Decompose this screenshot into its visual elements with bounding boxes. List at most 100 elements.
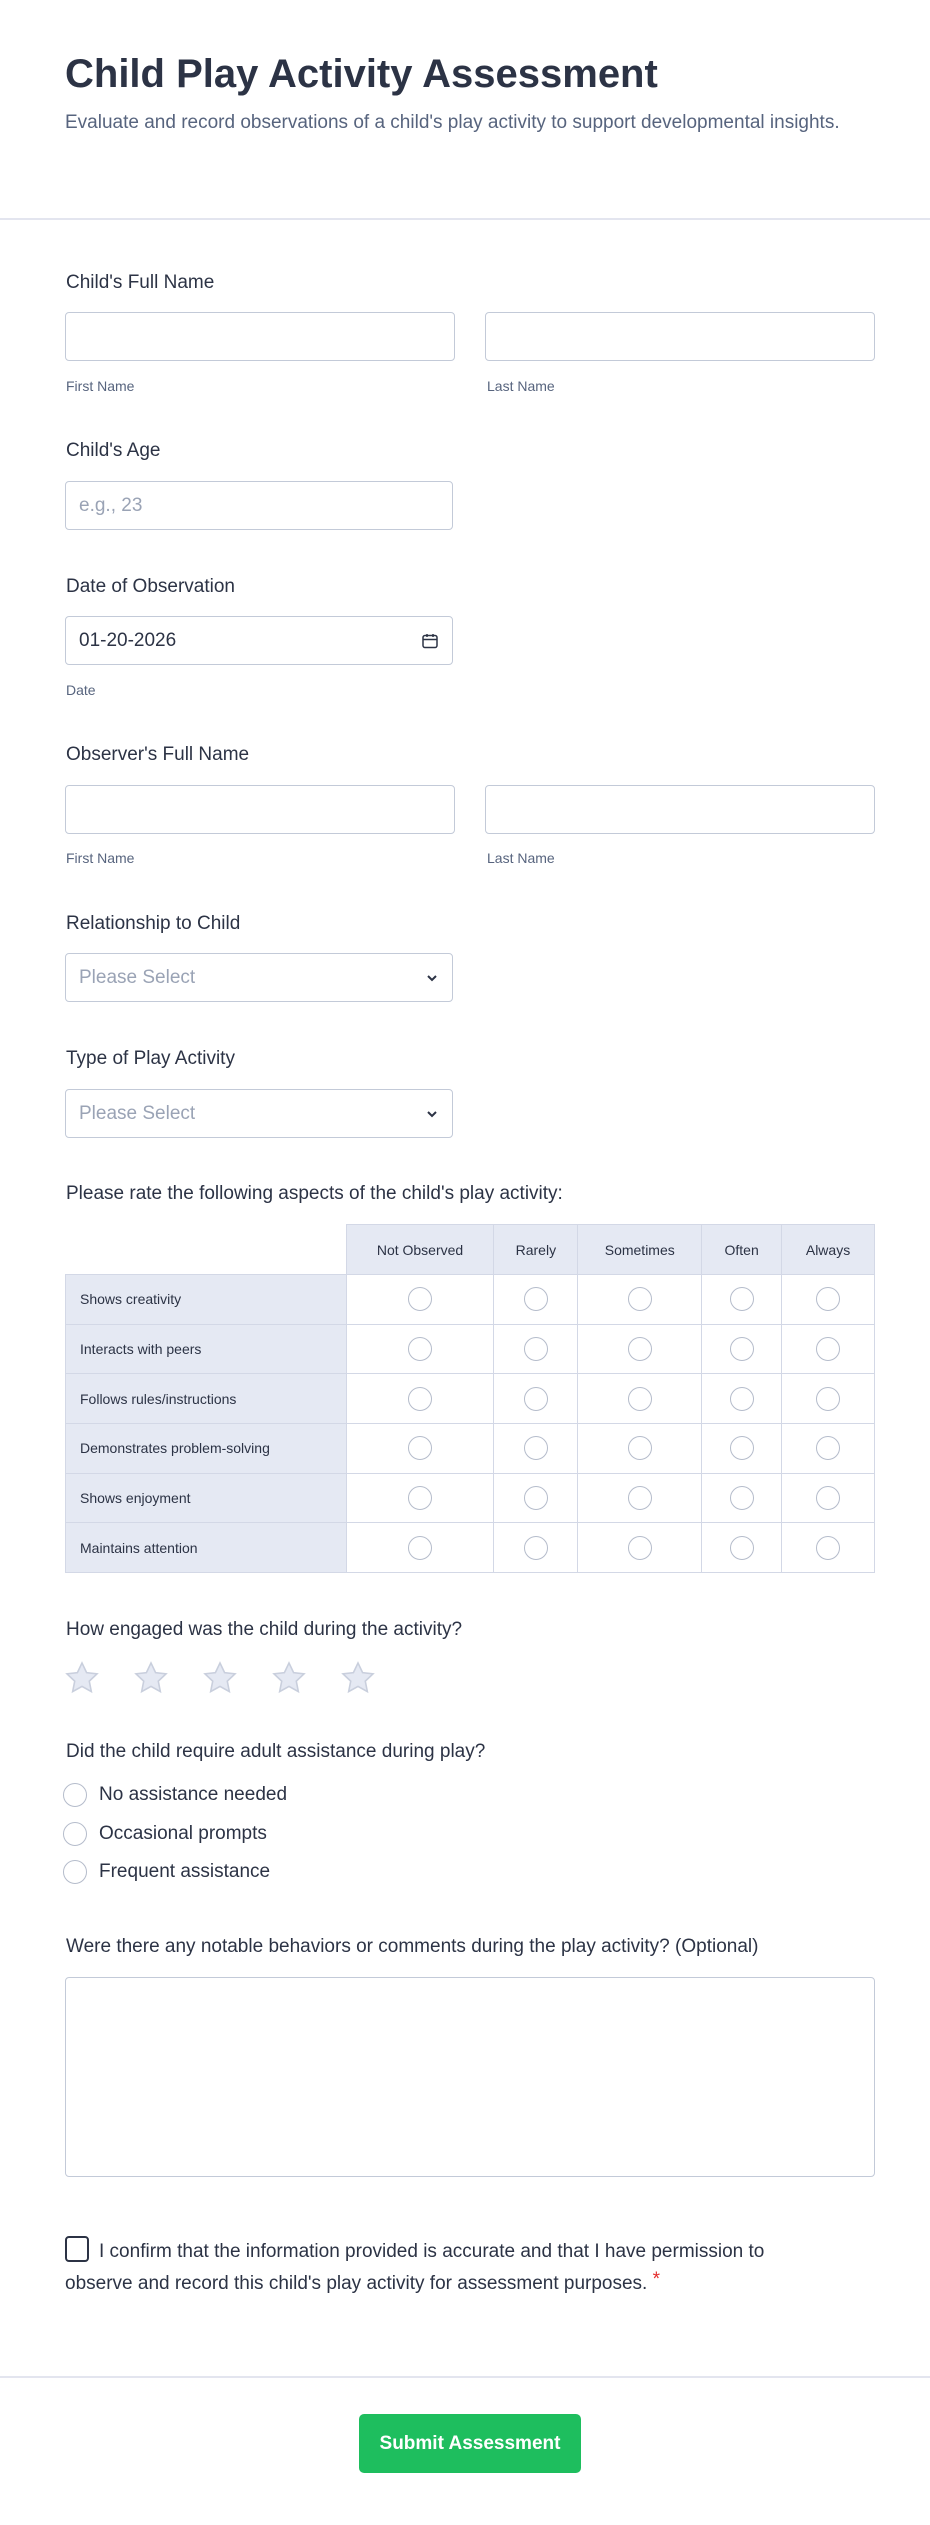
assistance-option[interactable]: Frequent assistance bbox=[63, 1860, 270, 1884]
child-last-name-input[interactable] bbox=[485, 312, 875, 361]
matrix-radio[interactable] bbox=[523, 1436, 548, 1461]
matrix-cell bbox=[781, 1423, 875, 1474]
star-icon[interactable] bbox=[201, 1659, 239, 1697]
observer-last-name-input[interactable] bbox=[485, 785, 875, 834]
matrix-radio[interactable] bbox=[408, 1287, 433, 1312]
chevron-down-icon bbox=[427, 1110, 437, 1117]
matrix-cell bbox=[345, 1323, 495, 1375]
matrix-cell bbox=[701, 1472, 783, 1524]
star-icon[interactable] bbox=[339, 1659, 377, 1697]
play-type-select[interactable]: Please Select bbox=[65, 1089, 453, 1138]
observer-first-name-input[interactable] bbox=[65, 785, 455, 834]
child-name-label: Child's Full Name bbox=[66, 272, 215, 293]
consent-checkbox[interactable] bbox=[65, 2236, 89, 2262]
matrix-cell bbox=[345, 1423, 495, 1474]
star-icon[interactable] bbox=[132, 1659, 170, 1697]
matrix-cell bbox=[577, 1522, 703, 1574]
star-icon[interactable] bbox=[63, 1659, 101, 1697]
engagement-label: How engaged was the child during the act… bbox=[66, 1619, 463, 1640]
matrix-radio[interactable] bbox=[729, 1337, 754, 1362]
date-input[interactable]: 01-20-2026 bbox=[65, 616, 453, 665]
matrix-row: Shows creativity bbox=[65, 1274, 875, 1325]
matrix-row-label: Interacts with peers bbox=[65, 1323, 347, 1375]
matrix-radio[interactable] bbox=[627, 1486, 652, 1511]
matrix-column-header: Rarely bbox=[493, 1224, 579, 1275]
matrix-cell bbox=[701, 1323, 783, 1375]
assistance-radio[interactable] bbox=[63, 1821, 87, 1846]
assistance-radio[interactable] bbox=[63, 1783, 87, 1807]
matrix-cell bbox=[701, 1522, 783, 1574]
relationship-select[interactable]: Please Select bbox=[65, 953, 453, 1002]
child-age-label: Child's Age bbox=[66, 440, 161, 461]
matrix-cell bbox=[345, 1522, 495, 1574]
matrix-cell bbox=[493, 1423, 579, 1474]
observer-name-label: Observer's Full Name bbox=[66, 744, 250, 765]
calendar-icon[interactable] bbox=[421, 632, 439, 650]
matrix-row-label: Shows enjoyment bbox=[65, 1472, 347, 1524]
matrix-cell bbox=[493, 1274, 579, 1325]
matrix-radio[interactable] bbox=[729, 1386, 754, 1411]
matrix-radio[interactable] bbox=[523, 1337, 548, 1362]
header-divider bbox=[0, 218, 930, 220]
matrix-row: Maintains attention bbox=[65, 1522, 875, 1574]
matrix-cell bbox=[577, 1472, 703, 1524]
assistance-radio[interactable] bbox=[63, 1860, 87, 1884]
matrix-radio[interactable] bbox=[816, 1535, 841, 1560]
matrix-radio[interactable] bbox=[523, 1486, 548, 1511]
submit-button[interactable]: Submit Assessment bbox=[359, 2414, 581, 2473]
matrix-radio[interactable] bbox=[729, 1287, 754, 1312]
comments-textarea[interactable] bbox=[65, 1977, 875, 2177]
matrix-radio[interactable] bbox=[627, 1436, 652, 1461]
matrix-radio[interactable] bbox=[627, 1337, 652, 1362]
matrix-cell bbox=[781, 1522, 875, 1574]
matrix-radio[interactable] bbox=[408, 1386, 433, 1411]
matrix-radio[interactable] bbox=[408, 1535, 433, 1560]
matrix-radio[interactable] bbox=[627, 1386, 652, 1411]
matrix-radio[interactable] bbox=[816, 1287, 841, 1312]
matrix-radio[interactable] bbox=[523, 1287, 548, 1312]
matrix-column-header: Sometimes bbox=[577, 1224, 703, 1275]
matrix-cell bbox=[493, 1522, 579, 1574]
matrix-radio[interactable] bbox=[816, 1337, 841, 1362]
matrix-cell bbox=[781, 1274, 875, 1325]
child-last-name-sublabel: Last Name bbox=[487, 378, 555, 394]
matrix-radio[interactable] bbox=[408, 1337, 433, 1362]
relationship-label: Relationship to Child bbox=[66, 913, 241, 934]
page-description: Evaluate and record observations of a ch… bbox=[65, 112, 840, 133]
matrix-cell bbox=[345, 1373, 495, 1425]
matrix-radio[interactable] bbox=[408, 1486, 433, 1511]
date-value: 01-20-2026 bbox=[79, 629, 177, 651]
matrix-cell bbox=[781, 1472, 875, 1524]
consent-block: I confirm that the information provided … bbox=[65, 2236, 785, 2298]
matrix-cell bbox=[577, 1274, 703, 1325]
matrix-radio[interactable] bbox=[816, 1436, 841, 1461]
matrix-radio[interactable] bbox=[816, 1386, 841, 1411]
matrix-radio[interactable] bbox=[729, 1436, 754, 1461]
matrix-radio[interactable] bbox=[729, 1486, 754, 1511]
matrix-cell bbox=[781, 1323, 875, 1375]
matrix-row: Shows enjoyment bbox=[65, 1472, 875, 1524]
matrix-radio[interactable] bbox=[816, 1486, 841, 1511]
star-icon[interactable] bbox=[270, 1659, 308, 1697]
matrix-radio[interactable] bbox=[523, 1535, 548, 1560]
matrix-row-label: Demonstrates problem-solving bbox=[65, 1423, 347, 1474]
footer-divider bbox=[0, 2376, 930, 2378]
play-type-placeholder: Please Select bbox=[79, 1102, 196, 1124]
date-sublabel: Date bbox=[66, 682, 96, 698]
matrix-row-label: Follows rules/instructions bbox=[65, 1373, 347, 1425]
matrix-radio[interactable] bbox=[627, 1535, 652, 1560]
child-first-name-input[interactable] bbox=[65, 312, 455, 361]
matrix-radio[interactable] bbox=[729, 1535, 754, 1560]
matrix-row: Demonstrates problem-solving bbox=[65, 1423, 875, 1474]
matrix-radio[interactable] bbox=[627, 1287, 652, 1312]
play-type-label: Type of Play Activity bbox=[66, 1048, 235, 1069]
assistance-option[interactable]: No assistance needed bbox=[63, 1783, 287, 1807]
matrix-cell bbox=[493, 1472, 579, 1524]
assistance-option[interactable]: Occasional prompts bbox=[63, 1821, 267, 1846]
child-first-name-sublabel: First Name bbox=[66, 378, 135, 394]
chevron-down-icon bbox=[427, 974, 437, 981]
matrix-cell bbox=[577, 1323, 703, 1375]
child-age-input[interactable]: e.g., 23 bbox=[65, 481, 453, 530]
matrix-radio[interactable] bbox=[523, 1386, 548, 1411]
matrix-radio[interactable] bbox=[408, 1436, 433, 1461]
